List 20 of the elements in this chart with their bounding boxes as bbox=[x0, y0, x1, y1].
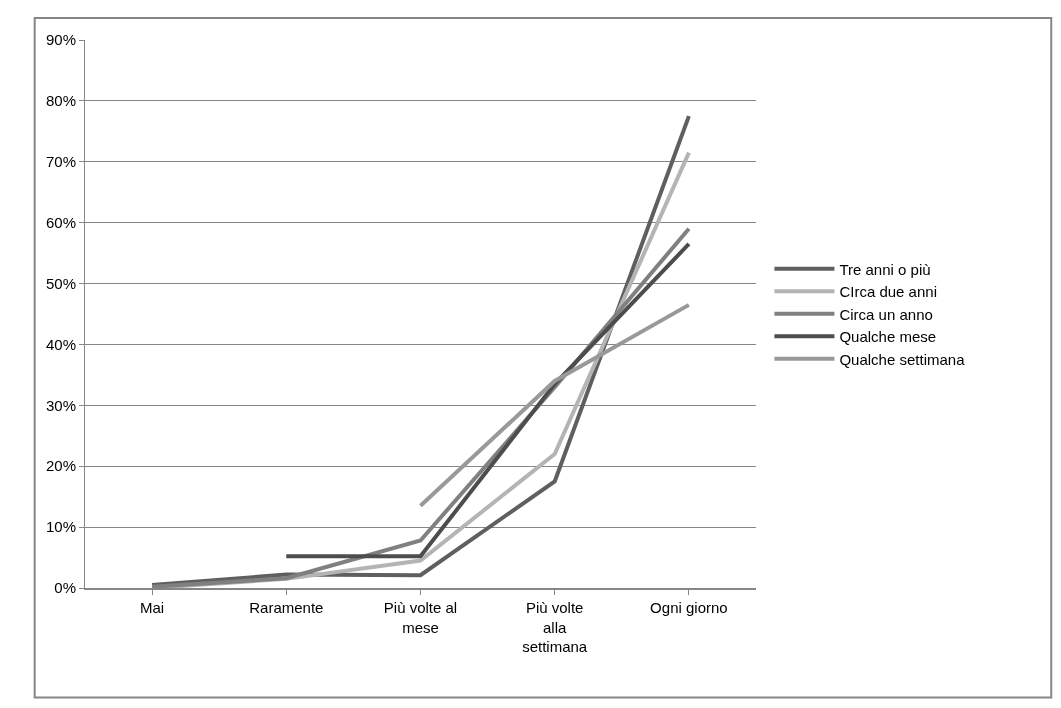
y-tick-label: 0% bbox=[54, 579, 76, 597]
x-tick-label: Più volte alla settimana bbox=[522, 599, 588, 655]
y-tick-label: 50% bbox=[45, 274, 76, 292]
y-tick-label: 30% bbox=[45, 396, 76, 414]
x-tick-label: Ogni giorno bbox=[650, 599, 728, 616]
y-tick-label: 20% bbox=[45, 457, 76, 475]
legend-label: Circa un anno bbox=[839, 305, 933, 323]
legend-label: Qualche mese bbox=[839, 328, 937, 346]
y-tick-label: 60% bbox=[45, 213, 76, 231]
y-tick-label: 40% bbox=[45, 335, 76, 353]
y-tick-label: 70% bbox=[45, 153, 76, 171]
y-tick-label: 90% bbox=[45, 31, 76, 49]
legend-label: CIrca due anni bbox=[839, 283, 937, 301]
legend-label: Qualche settimana bbox=[839, 350, 966, 368]
y-tick-label: 80% bbox=[45, 92, 76, 110]
legend-label: Tre anni o più bbox=[839, 260, 931, 278]
x-tick-label: Raramente bbox=[249, 599, 324, 616]
x-tick-label: Più volte al mese bbox=[383, 599, 458, 636]
x-tick-label: Mai bbox=[140, 599, 165, 616]
y-tick-label: 10% bbox=[45, 518, 76, 536]
